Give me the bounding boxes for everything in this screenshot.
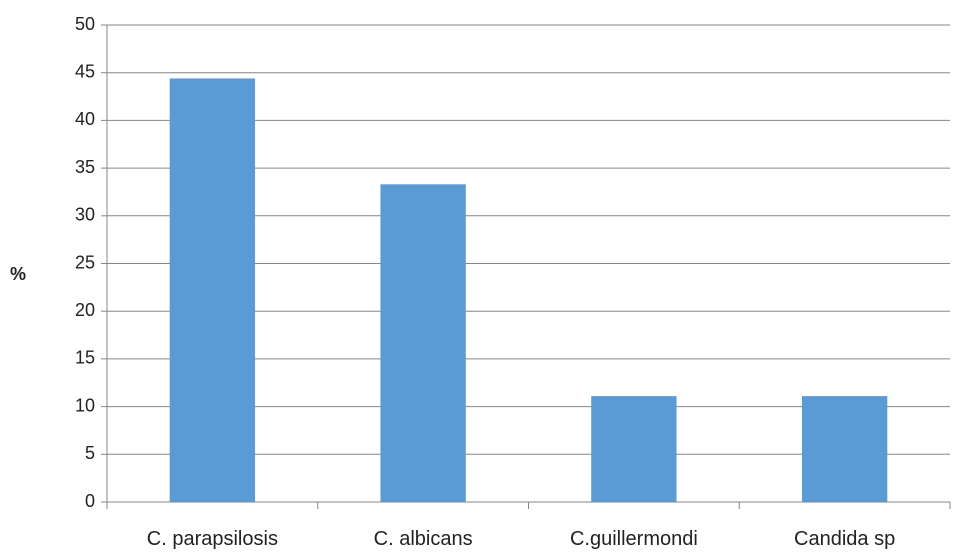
- x-category-labels: C. parapsilosis C. albicans C.guillermondi…: [147, 528, 895, 550]
- y-tick-label: 5: [85, 443, 95, 463]
- bar: [591, 396, 677, 502]
- y-tick-label: 25: [75, 252, 95, 272]
- y-tick-label: 30: [75, 205, 95, 225]
- y-tick-label: 45: [75, 61, 95, 81]
- y-tick-label: 10: [75, 395, 95, 415]
- y-tick-label: 50: [75, 14, 95, 34]
- y-tick-label: 35: [75, 157, 95, 177]
- y-tick-label: 20: [75, 300, 95, 320]
- x-category-label: Candida sp: [794, 528, 895, 550]
- y-tick-label: 0: [85, 491, 95, 511]
- bars: [169, 78, 888, 502]
- y-tick-label: 40: [75, 109, 95, 129]
- bar: [801, 396, 888, 502]
- y-tick-labels: 0 5 10 15 20 25 30 35 40 45 50: [75, 14, 95, 511]
- bar: [169, 78, 256, 502]
- x-category-label: C. albicans: [374, 528, 473, 550]
- y-axis-title: %: [10, 264, 26, 284]
- bar: [380, 184, 466, 502]
- axes: [101, 24, 951, 509]
- y-tick-label: 15: [75, 348, 95, 368]
- x-category-label: C. parapsilosis: [147, 528, 278, 550]
- x-category-label: C.guillermondi: [570, 528, 698, 550]
